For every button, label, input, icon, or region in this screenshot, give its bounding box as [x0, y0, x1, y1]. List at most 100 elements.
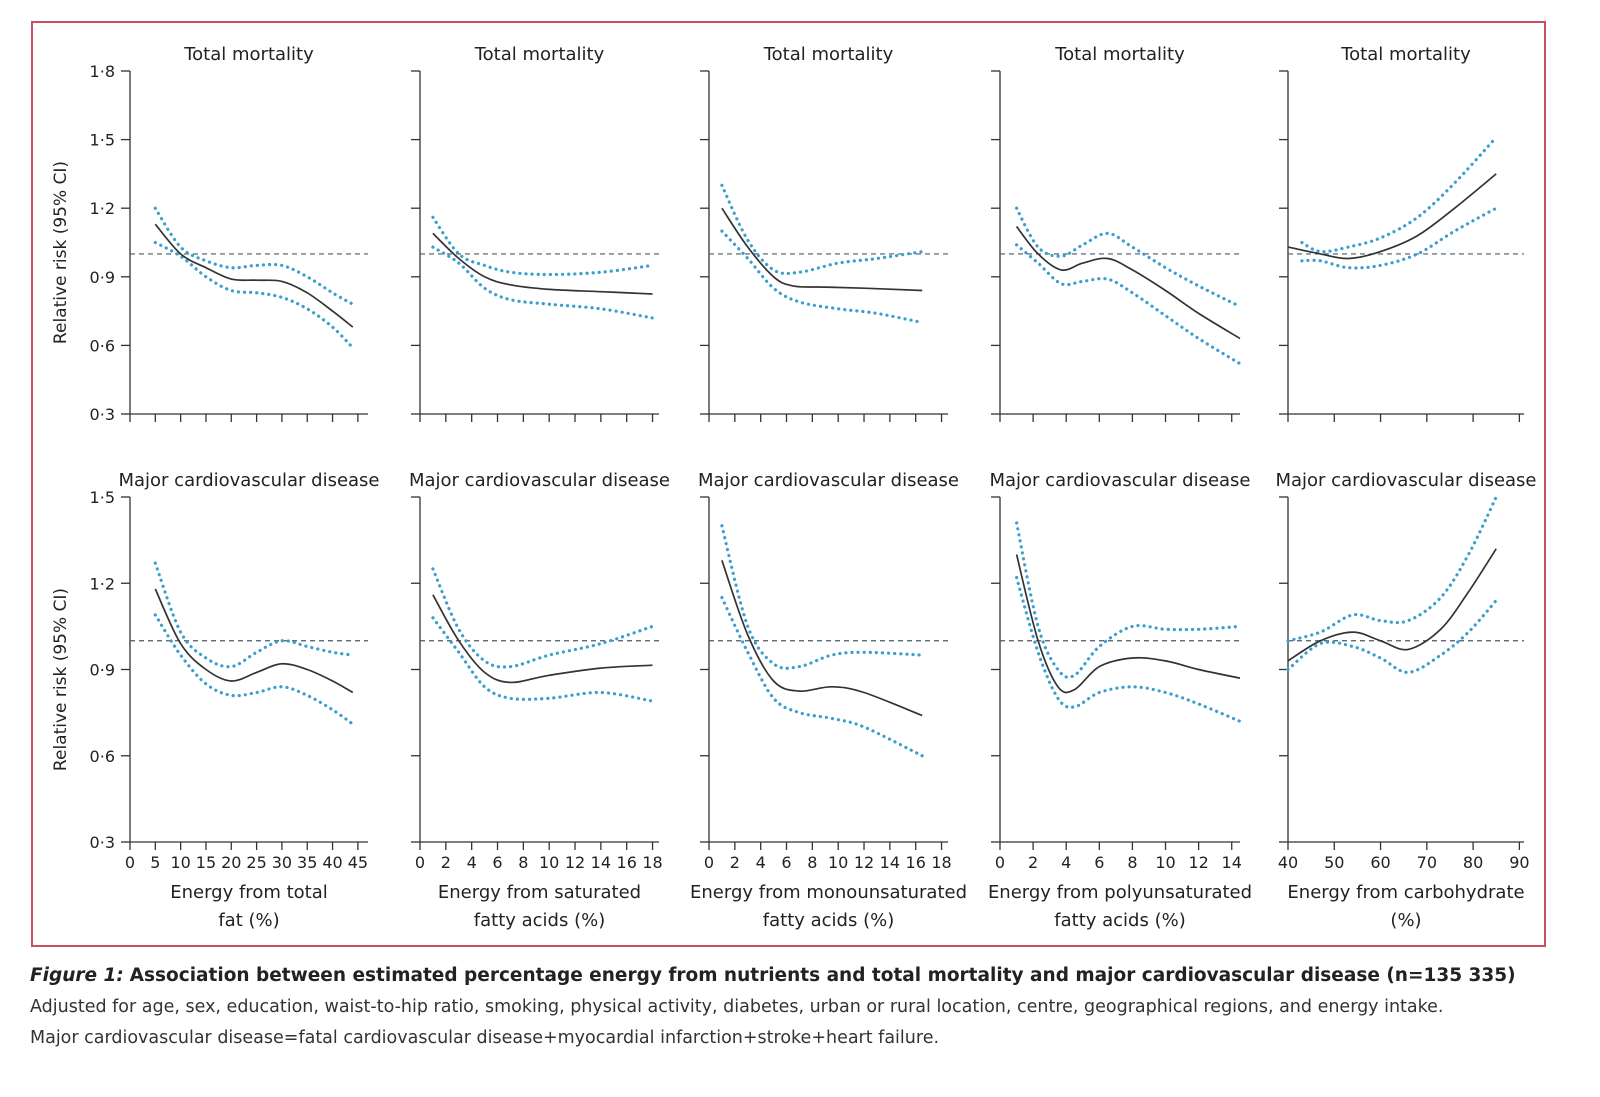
panel-6-y-tick-label: 0·3 [90, 833, 115, 852]
panel-6-y-tick-label: 0·9 [90, 661, 115, 680]
panel-9-x-tick-label: 8 [1127, 853, 1137, 872]
panel-6-lower-ci-line [153, 613, 355, 726]
panel-6-x-tick-label: 0 [125, 853, 135, 872]
panel-1-estimate-line [154, 223, 354, 328]
panel-6-x-tick-label: 45 [348, 853, 368, 872]
figure-label: Figure 1: [30, 965, 124, 986]
panel-5-lower-ci-line [1300, 206, 1498, 270]
panel-6-x-tick-label: 40 [322, 853, 342, 872]
panel-1-y-tick-label: 0·3 [90, 405, 115, 424]
panel-6-estimate-line [154, 588, 354, 694]
panel-9-x-tick-label: 6 [1094, 853, 1104, 872]
panel-8-lower-ci-line [720, 596, 924, 758]
panel-6-x-tick-label: 20 [221, 853, 241, 872]
panel-10-title: Major cardiovascular disease [1275, 470, 1536, 491]
panel-7-x-tick-label: 0 [415, 853, 425, 872]
panel-10-x-tick-label: 60 [1370, 853, 1390, 872]
panel-6-x-tick-label: 25 [246, 853, 266, 872]
panel-3-estimate-line [721, 207, 923, 292]
panel-8-estimate-line [721, 560, 923, 717]
panel-1-y-tick-label: 1·5 [90, 131, 115, 150]
panel-1-y-axis-label: Relative risk (95% CI) [51, 161, 71, 344]
panel-9-title: Major cardiovascular disease [989, 470, 1250, 491]
panel-7-title: Major cardiovascular disease [409, 470, 670, 491]
panel-6-x-axis-title-line1: Energy from total [170, 882, 328, 903]
panel-2-lower-ci-line [431, 245, 655, 320]
panel-7-x-axis-title-line2: fatty acids (%) [474, 910, 605, 931]
panel-2-upper-ci-line [431, 215, 655, 277]
panel-6-x-tick-label: 15 [196, 853, 216, 872]
panel-6-y-tick-label: 0·6 [90, 747, 115, 766]
panel-8-x-axis-title-line1: Energy from monounsaturated [690, 882, 967, 903]
caption-adjustment-note: Adjusted for age, sex, education, waist-… [30, 997, 1444, 1017]
panel-6-x-tick-label: 30 [272, 853, 292, 872]
panel-7-x-tick-label: 14 [591, 853, 611, 872]
panel-2-estimate-line [432, 232, 653, 295]
panel-6-x-tick-label: 10 [170, 853, 190, 872]
panel-1-y-tick-label: 0·9 [90, 268, 115, 287]
panel-10-x-tick-label: 70 [1417, 853, 1437, 872]
panel-8-title: Major cardiovascular disease [698, 470, 959, 491]
panel-3-lower-ci-line [720, 229, 924, 325]
panel-10-x-tick-label: 80 [1463, 853, 1483, 872]
panel-7-x-tick-label: 18 [642, 853, 662, 872]
panel-1-y-tick-label: 0·6 [90, 336, 115, 355]
panel-1-upper-ci-line [153, 206, 355, 306]
panel-10-x-axis-title-line2: (%) [1390, 910, 1421, 931]
panel-8-x-tick-label: 6 [781, 853, 791, 872]
figure-title: Association between estimated percentage… [129, 965, 1516, 986]
panel-6-x-tick-label: 35 [297, 853, 317, 872]
panel-8-x-tick-label: 14 [880, 853, 900, 872]
panel-8-x-tick-label: 10 [828, 853, 848, 872]
panel-9-x-tick-label: 4 [1061, 853, 1071, 872]
panel-8-x-tick-label: 0 [704, 853, 714, 872]
panel-8-upper-ci-line [720, 524, 924, 670]
panel-9-x-tick-label: 12 [1188, 853, 1208, 872]
panel-7-x-tick-label: 10 [539, 853, 559, 872]
panel-7-x-tick-label: 2 [441, 853, 451, 872]
panel-7-x-tick-label: 4 [467, 853, 477, 872]
panel-8-x-tick-label: 18 [931, 853, 951, 872]
panel-6-title: Major cardiovascular disease [118, 470, 379, 491]
panel-10-upper-ci-line [1286, 495, 1498, 643]
panel-1-lower-ci-line [153, 240, 355, 350]
panel-7-lower-ci-line [431, 616, 655, 703]
panel-9-x-tick-label: 2 [1028, 853, 1038, 872]
panel-8-x-tick-label: 8 [807, 853, 817, 872]
panel-4-upper-ci-line [1015, 206, 1242, 309]
panel-8-x-tick-label: 4 [756, 853, 766, 872]
panel-7-x-tick-label: 12 [565, 853, 585, 872]
panel-4-lower-ci-line [1015, 243, 1242, 366]
panel-9-lower-ci-line [1015, 575, 1242, 723]
panel-1-title: Total mortality [183, 44, 314, 65]
panel-9-estimate-line [1015, 554, 1241, 694]
panel-9-x-axis-title-line1: Energy from polyunsaturated [988, 882, 1252, 903]
panel-10-x-axis-title-line1: Energy from carbohydrate [1287, 882, 1524, 903]
panel-9-x-axis-title-line2: fatty acids (%) [1054, 910, 1185, 931]
panel-8-x-tick-label: 16 [906, 853, 926, 872]
panel-5-title: Total mortality [1340, 44, 1471, 65]
figure-frame [31, 21, 1546, 947]
panel-5-estimate-line [1287, 173, 1497, 260]
panel-10-x-tick-label: 90 [1509, 853, 1529, 872]
panel-1-y-tick-label: 1·8 [90, 62, 115, 81]
panel-6-y-tick-label: 1·2 [90, 574, 115, 593]
panel-3-upper-ci-line [720, 183, 924, 276]
panel-10-lower-ci-line [1286, 598, 1498, 674]
panel-6-x-axis-title-line2: fat (%) [218, 910, 279, 931]
caption-definition-note: Major cardiovascular disease=fatal cardi… [30, 1028, 940, 1048]
panel-1-y-tick-label: 1·2 [90, 199, 115, 218]
panel-8-x-axis-title-line2: fatty acids (%) [763, 910, 894, 931]
panel-7-upper-ci-line [431, 567, 655, 669]
figure-panels: Total mortality 0·3 0·6 0·9 1·2 1·5 1·8 Relativ… [51, 44, 1537, 931]
panel-8-x-tick-label: 12 [854, 853, 874, 872]
figure-caption: Figure 1: Association between estimated … [30, 960, 1575, 1054]
panel-9-upper-ci-line [1015, 521, 1242, 679]
panel-6-x-tick-label: 5 [150, 853, 160, 872]
panel-4-estimate-line [1015, 225, 1241, 340]
caption-heading: Figure 1: Association between estimated … [30, 960, 1575, 992]
panel-6-y-axis-label: Relative risk (95% CI) [51, 588, 71, 771]
panel-6-upper-ci-line [153, 561, 355, 669]
panel-3-title: Total mortality [763, 44, 894, 65]
panel-9-x-tick-label: 0 [995, 853, 1005, 872]
